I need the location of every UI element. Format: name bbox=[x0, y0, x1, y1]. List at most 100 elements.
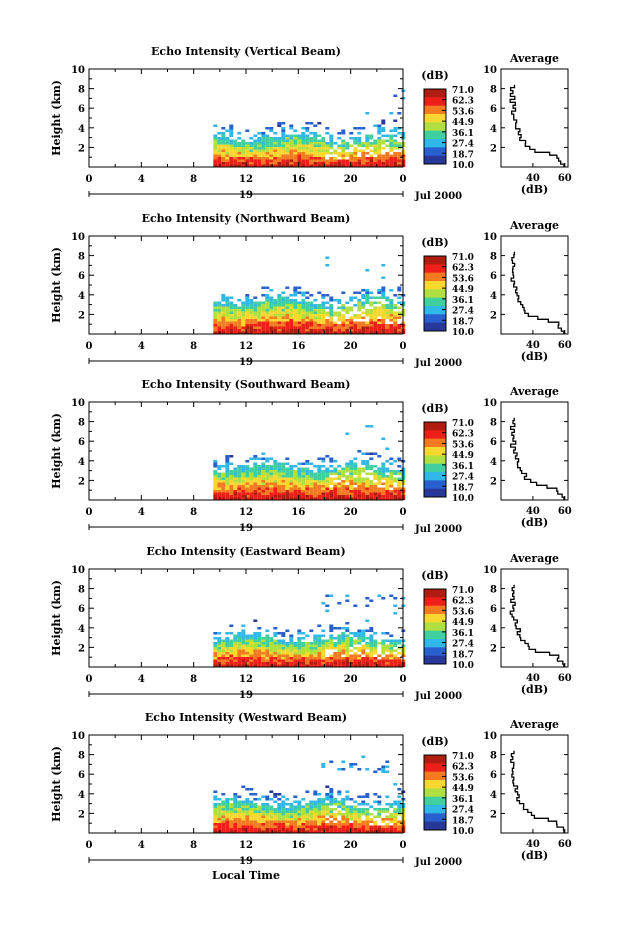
colorbar-tick-label: 71.0 bbox=[452, 586, 474, 596]
day-label: 19 bbox=[239, 357, 253, 368]
average-y-tick-label: 6 bbox=[490, 271, 497, 282]
x-tick-label: 12 bbox=[239, 840, 253, 851]
x-tick-label: 8 bbox=[190, 507, 197, 518]
colorbar-band bbox=[424, 97, 446, 107]
y-tick-label: 10 bbox=[71, 398, 85, 409]
panel-title: Echo Intensity (Southward Beam) bbox=[142, 378, 351, 391]
average-title: Average bbox=[509, 219, 559, 232]
x-tick-label: 20 bbox=[344, 840, 358, 851]
colorbar-band bbox=[424, 488, 446, 498]
colorbar-tick-label: 10.0 bbox=[452, 494, 474, 504]
panel-2: Echo Intensity (Southward Beam) Height (k… bbox=[50, 378, 572, 535]
x-tick-label: 0 bbox=[400, 341, 407, 352]
y-tick-label: 8 bbox=[78, 585, 85, 596]
date-label: Jul 2000 bbox=[414, 857, 462, 868]
colorbar-band bbox=[424, 589, 446, 598]
average-title: Average bbox=[509, 552, 559, 565]
panel-4: Echo Intensity (Westward Beam) Height (km… bbox=[50, 711, 572, 868]
y-tick-label: 6 bbox=[78, 437, 85, 448]
colorbar-tick-label: 27.4 bbox=[452, 640, 474, 650]
average-frame bbox=[500, 568, 569, 668]
average-x-label: (dB) bbox=[521, 849, 548, 862]
colorbar-tick-label: 27.4 bbox=[452, 140, 474, 150]
average-x-label: (dB) bbox=[521, 350, 548, 363]
colorbar-tick-label: 53.6 bbox=[452, 607, 474, 617]
colorbar-band bbox=[424, 639, 446, 648]
x-tick-label: 0 bbox=[400, 507, 407, 518]
colorbar-band bbox=[424, 472, 446, 481]
average-y-tick-label: 8 bbox=[490, 85, 497, 96]
average-x-tick-label: 40 bbox=[526, 506, 540, 517]
colorbar-tick-label: 27.4 bbox=[452, 473, 474, 483]
panel-0: Echo Intensity (Vertical Beam) Height (km… bbox=[50, 45, 572, 202]
panel-title: Echo Intensity (Eastward Beam) bbox=[146, 545, 345, 558]
x-tick-label: 12 bbox=[239, 174, 253, 185]
x-tick-label: 4 bbox=[138, 840, 145, 851]
y-tick-label: 4 bbox=[78, 624, 85, 635]
average-x-label: (dB) bbox=[521, 516, 548, 529]
colorbar-band bbox=[424, 147, 446, 157]
colorbar-band bbox=[424, 763, 446, 773]
heatmap-cells bbox=[213, 89, 406, 167]
colorbar-band bbox=[424, 813, 446, 823]
average-y-tick-label: 10 bbox=[483, 731, 497, 742]
x-tick-label: 0 bbox=[86, 840, 93, 851]
colorbar-unit: (dB) bbox=[421, 236, 448, 249]
y-tick-label: 4 bbox=[78, 291, 85, 302]
colorbar-tick-label: 36.1 bbox=[452, 629, 474, 639]
x-tick-label: 16 bbox=[291, 507, 305, 518]
day-label: 19 bbox=[239, 690, 253, 701]
day-label: 19 bbox=[239, 190, 253, 201]
date-label: Jul 2000 bbox=[414, 524, 462, 535]
colorbar-unit: (dB) bbox=[421, 735, 448, 748]
colorbar-tick-label: 71.0 bbox=[452, 253, 474, 263]
y-axis-label: Height (km) bbox=[50, 413, 63, 489]
x-tick-label: 16 bbox=[291, 674, 305, 685]
colorbar-tick-label: 62.3 bbox=[452, 597, 474, 607]
date-label: Jul 2000 bbox=[414, 358, 462, 369]
average-profile-line bbox=[509, 84, 565, 167]
colorbar-band bbox=[424, 430, 446, 440]
colorbar-band bbox=[424, 281, 446, 290]
x-tick-label: 20 bbox=[344, 174, 358, 185]
colorbar-band bbox=[424, 139, 446, 148]
x-tick-label: 0 bbox=[86, 674, 93, 685]
colorbar-tick-label: 10.0 bbox=[452, 328, 474, 338]
average-frame bbox=[500, 734, 569, 834]
colorbar-band bbox=[424, 605, 446, 615]
average-profile-line bbox=[510, 251, 565, 334]
average-x-tick-label: 40 bbox=[526, 839, 540, 850]
x-tick-label: 4 bbox=[138, 674, 145, 685]
colorbar-band bbox=[424, 796, 446, 806]
x-tick-label: 0 bbox=[400, 840, 407, 851]
colorbar-unit: (dB) bbox=[421, 569, 448, 582]
heatmap-cells bbox=[213, 755, 406, 833]
x-tick-label: 16 bbox=[291, 341, 305, 352]
x-tick-label: 0 bbox=[86, 341, 93, 352]
colorbar-tick-label: 71.0 bbox=[452, 419, 474, 429]
x-tick-label: 20 bbox=[344, 674, 358, 685]
colorbar-band bbox=[424, 755, 446, 764]
average-y-tick-label: 4 bbox=[490, 457, 497, 468]
average-y-tick-label: 6 bbox=[490, 104, 497, 115]
average-x-tick-label: 40 bbox=[526, 173, 540, 184]
day-label: 19 bbox=[239, 856, 253, 867]
x-tick-label: 0 bbox=[400, 174, 407, 185]
colorbar-frame bbox=[423, 421, 447, 498]
average-y-tick-label: 4 bbox=[490, 624, 497, 635]
colorbar-band bbox=[424, 272, 446, 282]
y-tick-label: 4 bbox=[78, 457, 85, 468]
colorbar-band bbox=[424, 306, 446, 315]
x-tick-label: 12 bbox=[239, 674, 253, 685]
y-tick-label: 2 bbox=[78, 809, 85, 820]
colorbar-band bbox=[424, 297, 446, 307]
colorbar-tick-label: 53.6 bbox=[452, 274, 474, 284]
colorbar-frame bbox=[423, 754, 447, 831]
colorbar-band bbox=[424, 821, 446, 831]
colorbar-band bbox=[424, 89, 446, 98]
y-tick-label: 10 bbox=[71, 232, 85, 243]
colorbar-band bbox=[424, 455, 446, 465]
colorbar-tick-label: 18.7 bbox=[452, 317, 474, 327]
x-tick-label: 16 bbox=[291, 840, 305, 851]
